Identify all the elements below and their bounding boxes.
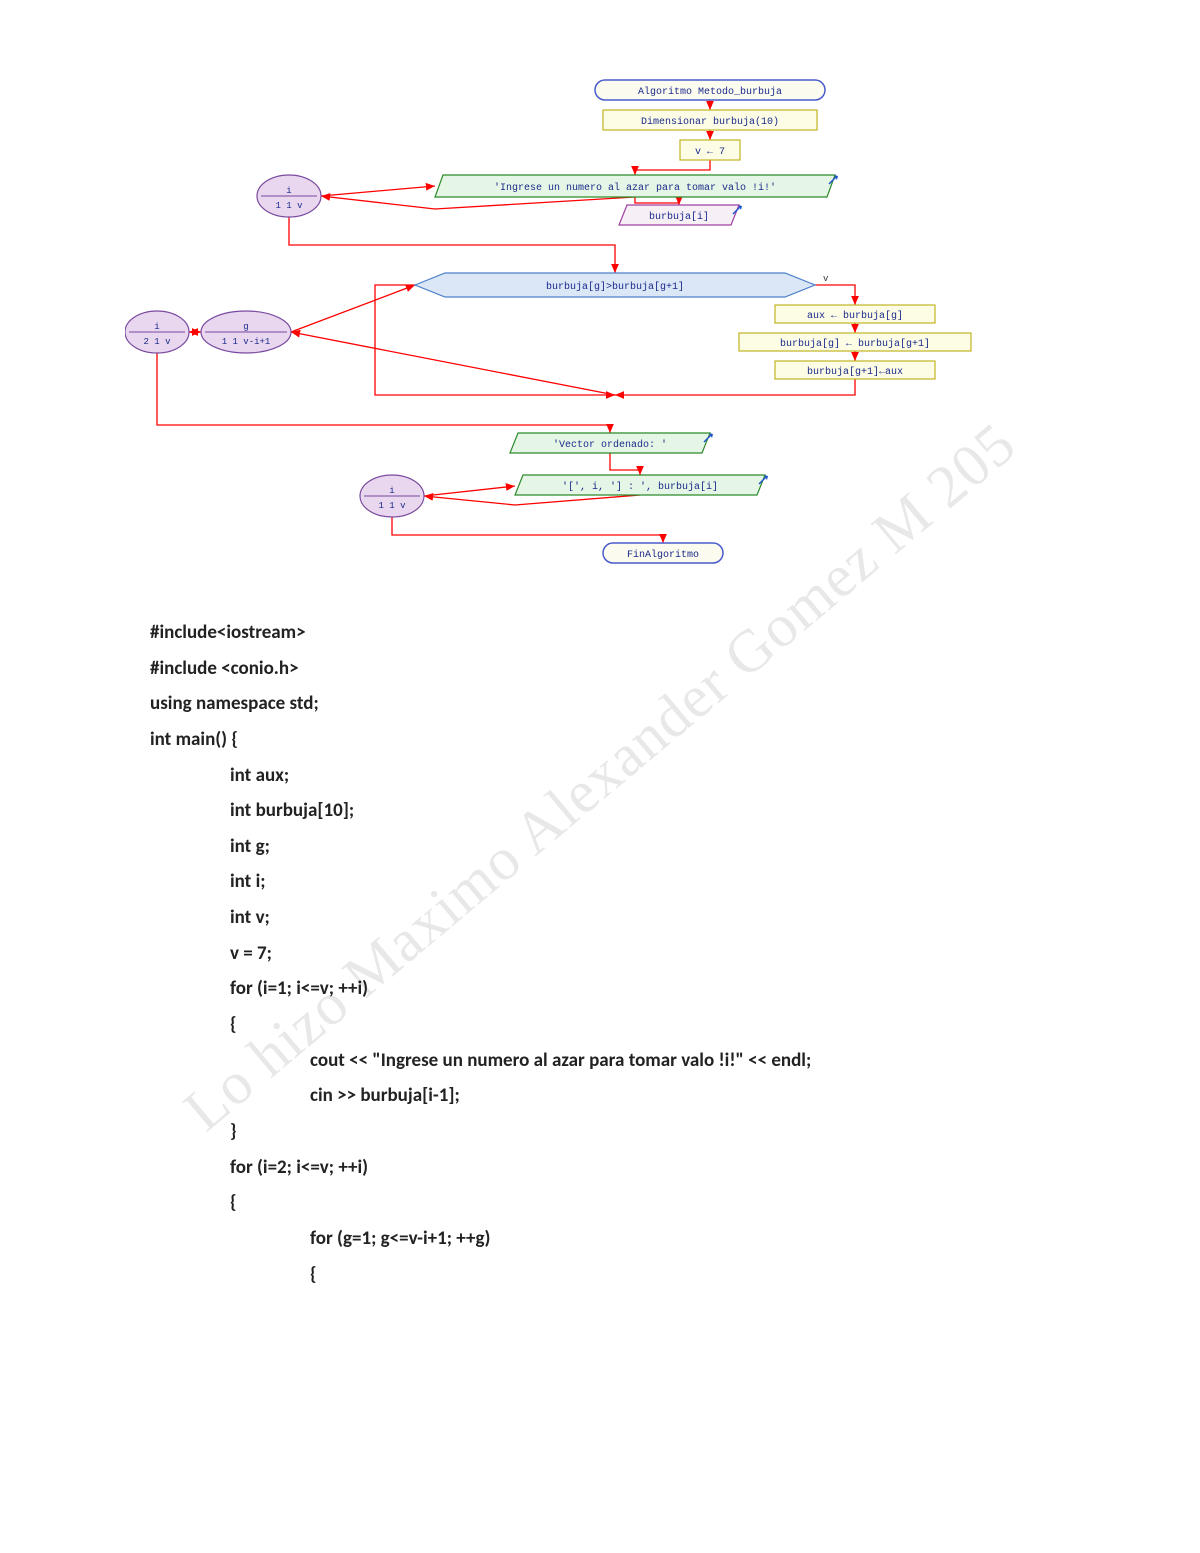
node-n_out3: '[', i, '] : ', burbuja[i] (515, 475, 768, 495)
code-line: int aux; (150, 763, 1050, 789)
code-line: { (150, 1012, 1050, 1038)
node-n_out1: 'Ingrese un numero al azar para tomar va… (435, 175, 838, 197)
node-n_v7: v ← 7 (680, 140, 740, 160)
code-line: for (g=1; g<=v-i+1; ++g) (150, 1226, 1050, 1252)
node-n_a1: aux ← burbuja[g] (775, 305, 935, 323)
svg-text:'Ingrese un numero al azar par: 'Ingrese un numero al azar para tomar va… (494, 182, 776, 194)
code-line: int i; (150, 869, 1050, 895)
code-line: int g; (150, 834, 1050, 860)
node-n_loop3: i 1 1 v (360, 475, 424, 517)
svg-text:2 1 v: 2 1 v (143, 337, 171, 347)
code-line: int burbuja[10]; (150, 798, 1050, 824)
svg-text:burbuja[g]>burbuja[g+1]: burbuja[g]>burbuja[g+1] (546, 281, 684, 293)
nodes: Algoritmo Metodo_burbuja Dimensionar burb… (125, 80, 971, 563)
svg-text:burbuja[i]: burbuja[i] (649, 211, 709, 223)
svg-text:'[', i, '] : ', burbuja[i]: '[', i, '] : ', burbuja[i] (562, 481, 718, 493)
code-line: int main() { (150, 727, 1050, 753)
svg-text:v: v (823, 274, 829, 284)
node-n_loop1: i 1 1 v (257, 175, 321, 217)
code-line: #include <conio.h> (150, 656, 1050, 682)
node-n_loopi2: i 2 1 v (125, 311, 189, 353)
svg-text:1 1 v: 1 1 v (378, 501, 406, 511)
svg-text:g: g (243, 322, 248, 332)
svg-text:i: i (286, 186, 291, 196)
svg-text:v ← 7: v ← 7 (695, 147, 725, 158)
svg-text:1 1 v-i+1: 1 1 v-i+1 (222, 337, 271, 347)
svg-text:Algoritmo Metodo_burbuja: Algoritmo Metodo_burbuja (638, 86, 782, 98)
node-n_cond: burbuja[g]>burbuja[g+1] v (415, 273, 829, 297)
node-n_end: FinAlgoritmo (603, 543, 723, 563)
svg-text:1 1 v: 1 1 v (275, 201, 303, 211)
svg-text:FinAlgoritmo: FinAlgoritmo (627, 549, 699, 561)
node-n_loopg: g 1 1 v-i+1 (201, 311, 291, 353)
code-line: { (150, 1262, 1050, 1288)
node-n_out2: 'Vector ordenado: ' (510, 433, 713, 453)
code-line: #include<iostream> (150, 620, 1050, 646)
code-line: { (150, 1190, 1050, 1216)
code-line: using namespace std; (150, 691, 1050, 717)
code-line: for (i=2; i<=v; ++i) (150, 1155, 1050, 1181)
node-n_a2: burbuja[g] ← burbuja[g+1] (739, 333, 971, 351)
code-line: cin >> burbuja[i-1]; (150, 1083, 1050, 1109)
code-line: } (150, 1119, 1050, 1145)
node-n_dim: Dimensionar burbuja(10) (603, 110, 817, 130)
code-line: cout << "Ingrese un numero al azar para … (150, 1048, 1050, 1074)
flowchart-diagram: Algoritmo Metodo_burbuja Dimensionar burb… (125, 75, 1075, 585)
svg-text:burbuja[g] ← burbuja[g+1]: burbuja[g] ← burbuja[g+1] (780, 338, 930, 350)
svg-text:i: i (154, 322, 159, 332)
code-line: v = 7; (150, 941, 1050, 967)
code-block: #include<iostream> #include <conio.h> usin… (150, 610, 1050, 1297)
svg-text:Dimensionar burbuja(10): Dimensionar burbuja(10) (641, 116, 779, 128)
node-n_in1: burbuja[i] (619, 205, 742, 225)
code-line: int v; (150, 905, 1050, 931)
node-n_start: Algoritmo Metodo_burbuja (595, 80, 825, 100)
svg-text:i: i (389, 486, 394, 496)
code-line: for (i=1; i<=v; ++i) (150, 976, 1050, 1002)
node-n_a3: burbuja[g+1]←aux (775, 361, 935, 379)
svg-text:burbuja[g+1]←aux: burbuja[g+1]←aux (807, 366, 903, 378)
svg-text:aux ← burbuja[g]: aux ← burbuja[g] (807, 310, 903, 322)
svg-text:'Vector ordenado: ': 'Vector ordenado: ' (553, 439, 667, 451)
